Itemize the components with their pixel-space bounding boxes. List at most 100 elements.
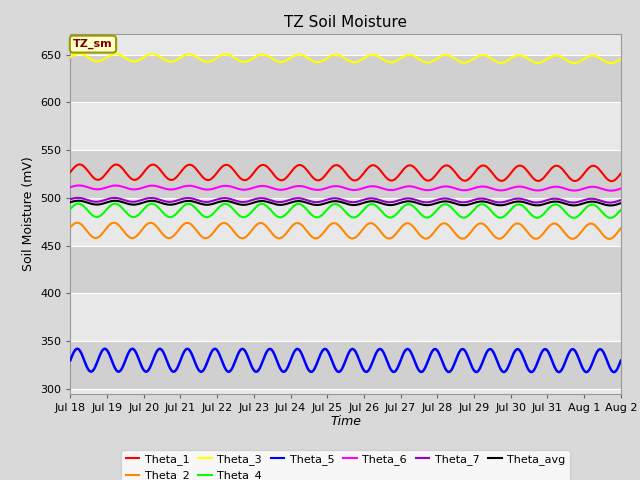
- Theta_avg: [75, 198, 83, 204]
- Legend: Theta_1, Theta_2, Theta_3, Theta_4, Theta_5, Theta_6, Theta_7, Theta_avg: Theta_1, Theta_2, Theta_3, Theta_4, Thet…: [122, 450, 570, 480]
- Theta_7: [165, 199, 173, 204]
- Theta_7: [606, 200, 614, 205]
- Line: Theta_3: Theta_3: [70, 54, 621, 63]
- X-axis label: Time: Time: [330, 415, 361, 429]
- Theta_2: [605, 236, 612, 242]
- Theta_5: [317, 352, 324, 358]
- Theta_5: [482, 351, 490, 357]
- Theta_2: [392, 231, 399, 237]
- Theta_7: [209, 198, 217, 204]
- Theta_7: [482, 196, 490, 202]
- Theta_avg: [482, 199, 490, 204]
- Bar: [70, 293, 621, 341]
- Bar: [70, 198, 621, 246]
- Theta_1: [67, 169, 74, 175]
- Theta_5: [617, 358, 625, 363]
- Theta_3: [617, 56, 625, 62]
- Theta_6: [607, 188, 614, 193]
- Theta_2: [317, 233, 324, 239]
- Theta_4: [67, 206, 74, 212]
- Bar: [70, 55, 621, 102]
- Theta_5: [209, 347, 217, 353]
- Title: TZ Soil Moisture: TZ Soil Moisture: [284, 15, 407, 30]
- Theta_3: [392, 59, 399, 64]
- Theta_6: [75, 182, 83, 188]
- Line: Theta_avg: Theta_avg: [70, 201, 621, 205]
- Bar: [70, 389, 621, 394]
- Bar: [70, 341, 621, 389]
- Line: Theta_7: Theta_7: [70, 198, 621, 203]
- Theta_7: [392, 198, 399, 204]
- Y-axis label: Soil Moisture (mV): Soil Moisture (mV): [22, 156, 35, 271]
- Theta_3: [607, 60, 614, 66]
- Bar: [70, 246, 621, 293]
- Theta_6: [165, 187, 173, 192]
- Theta_3: [482, 53, 490, 59]
- Theta_5: [435, 350, 443, 356]
- Theta_6: [317, 187, 324, 192]
- Theta_1: [392, 176, 399, 181]
- Theta_4: [317, 214, 324, 219]
- Theta_avg: [617, 200, 625, 206]
- Theta_7: [617, 197, 625, 203]
- Theta_2: [209, 230, 217, 236]
- Theta_7: [435, 196, 443, 202]
- Bar: [70, 34, 621, 55]
- Theta_5: [611, 369, 618, 375]
- Theta_3: [435, 55, 443, 60]
- Text: TZ_sm: TZ_sm: [73, 39, 113, 49]
- Theta_2: [617, 226, 625, 231]
- Theta_avg: [67, 199, 74, 205]
- Bar: [70, 150, 621, 198]
- Theta_5: [73, 346, 81, 352]
- Theta_avg: [607, 203, 614, 208]
- Theta_1: [617, 170, 625, 176]
- Line: Theta_4: Theta_4: [70, 204, 621, 218]
- Theta_2: [165, 235, 173, 241]
- Theta_1: [165, 176, 173, 182]
- Line: Theta_2: Theta_2: [70, 223, 621, 239]
- Theta_avg: [317, 202, 324, 207]
- Theta_6: [435, 185, 443, 191]
- Theta_5: [392, 368, 399, 374]
- Theta_4: [209, 211, 217, 217]
- Theta_4: [607, 215, 614, 221]
- Theta_6: [392, 187, 399, 192]
- Theta_7: [317, 199, 324, 204]
- Theta_avg: [392, 202, 399, 207]
- Theta_1: [482, 163, 490, 169]
- Theta_1: [435, 168, 443, 174]
- Theta_3: [165, 59, 173, 64]
- Theta_4: [392, 212, 399, 218]
- Theta_2: [67, 225, 74, 230]
- Theta_avg: [165, 202, 173, 207]
- Theta_2: [482, 223, 490, 229]
- Theta_2: [435, 223, 443, 229]
- Line: Theta_6: Theta_6: [70, 185, 621, 191]
- Theta_4: [165, 214, 173, 220]
- Theta_6: [617, 186, 625, 192]
- Theta_5: [67, 357, 74, 363]
- Theta_avg: [209, 201, 217, 207]
- Theta_3: [209, 58, 217, 63]
- Theta_7: [67, 196, 74, 202]
- Theta_4: [435, 205, 443, 211]
- Theta_1: [209, 175, 217, 180]
- Theta_7: [74, 195, 81, 201]
- Theta_5: [165, 362, 173, 368]
- Theta_6: [209, 186, 217, 192]
- Line: Theta_5: Theta_5: [70, 349, 621, 372]
- Theta_1: [317, 177, 324, 183]
- Theta_4: [75, 201, 83, 206]
- Theta_3: [317, 59, 324, 65]
- Theta_1: [76, 162, 83, 168]
- Theta_1: [608, 178, 616, 184]
- Bar: [70, 102, 621, 150]
- Theta_6: [482, 184, 490, 190]
- Theta_2: [73, 220, 81, 226]
- Theta_4: [617, 207, 625, 213]
- Line: Theta_1: Theta_1: [70, 165, 621, 181]
- Theta_avg: [435, 200, 443, 205]
- Theta_6: [67, 184, 74, 190]
- Theta_4: [482, 203, 490, 208]
